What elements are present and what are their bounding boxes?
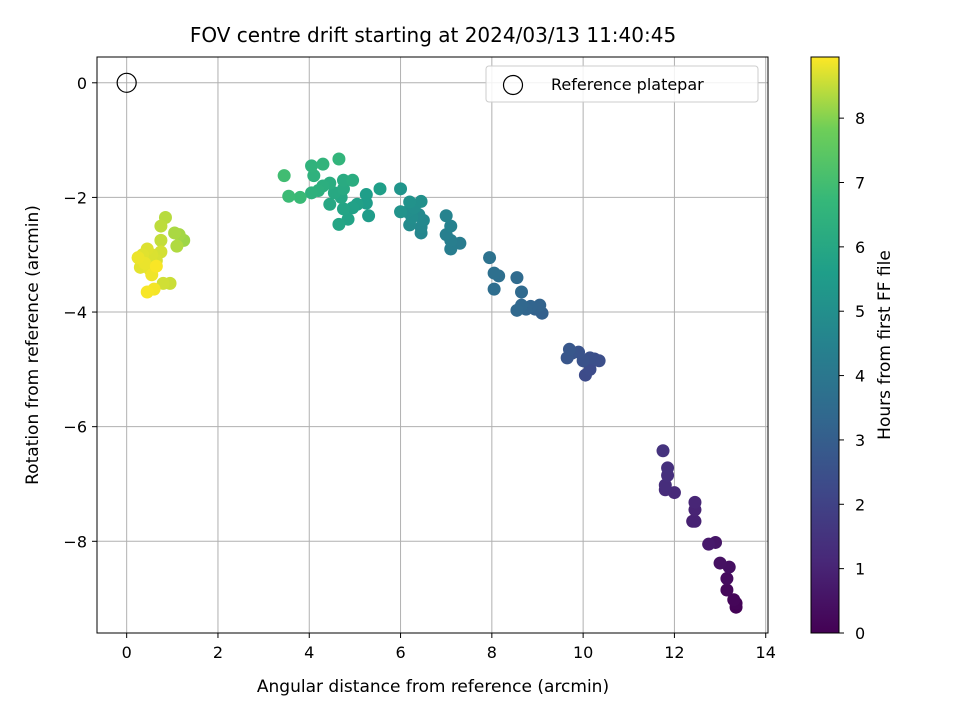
data-point [439,209,453,223]
data-point [720,572,734,586]
data-point [702,537,716,551]
y-axis-ticks: 0 −2 −4 −6 −8 [63,74,97,551]
data-point [510,271,524,285]
data-point [688,514,702,528]
data-point [713,556,727,570]
data-point [170,239,184,253]
data-point [316,157,330,171]
data-point [154,233,168,247]
legend: Reference platepar [485,65,759,103]
data-point [720,583,734,597]
x-tick-label: 10 [573,643,593,662]
x-tick-label: 6 [395,643,405,662]
colorbar-tick-label: 7 [855,173,865,192]
data-point [307,169,321,183]
data-point [414,194,428,208]
data-point [168,226,182,240]
data-point [394,205,408,219]
data-points [131,152,743,614]
reference-marker [116,72,137,93]
colorbar-tick-label: 0 [855,624,865,643]
data-point [487,266,501,280]
y-tick-label: −8 [63,532,87,551]
x-tick-label: 4 [304,643,314,662]
x-tick-label: 2 [213,643,223,662]
data-point [688,495,702,509]
legend-entry-label: Reference platepar [551,75,704,94]
data-point [562,342,576,356]
data-point [359,188,373,202]
data-point [658,478,672,492]
data-point [323,197,337,211]
colorbar-tick-label: 1 [855,560,865,579]
chart-title: FOV centre drift starting at 2024/03/13 … [190,23,676,47]
colorbar-tick-label: 2 [855,495,865,514]
colorbar-tick-label: 6 [855,238,865,257]
data-point [656,444,670,458]
y-tick-label: −2 [63,188,87,207]
x-axis-label: Angular distance from reference (arcmin) [257,677,609,697]
colorbar-label: Hours from first FF file [875,250,895,440]
data-point [727,593,741,607]
colorbar-tick-label: 5 [855,302,865,321]
data-point [510,303,524,317]
legend-marker-icon [502,74,524,96]
colorbar-tick-label: 8 [855,109,865,128]
x-tick-label: 12 [664,643,684,662]
data-point [154,219,168,233]
data-point [483,251,497,265]
data-point [373,182,387,196]
colorbar-tick-label: 3 [855,431,865,450]
data-point [487,282,501,296]
data-point [305,159,319,173]
colorbar: 0 1 2 3 4 5 6 7 8 Hours from first FF file [810,56,895,643]
y-axis-label: Rotation from reference (arcmin) [23,205,43,485]
data-point [140,285,154,299]
gridlines [97,57,768,633]
data-point [332,217,346,231]
data-point [149,259,163,273]
data-point [394,182,408,196]
data-point [346,173,360,187]
data-point [515,285,529,299]
data-point [332,152,346,166]
plot-frame [96,56,769,634]
x-tick-label: 8 [487,643,497,662]
y-tick-label: −6 [63,418,87,437]
x-axis-ticks: 0 2 4 6 8 10 12 14 [122,633,776,662]
colorbar-ticks: 0 1 2 3 4 5 6 7 8 [839,109,865,643]
colorbar-gradient [810,56,840,634]
x-tick-label: 0 [122,643,132,662]
data-point [131,251,145,265]
y-tick-label: 0 [77,74,87,93]
y-tick-label: −4 [63,303,87,322]
data-point [403,195,417,209]
legend-box [485,65,759,103]
data-point [282,189,296,203]
data-point [336,173,350,187]
data-point [661,461,675,475]
data-point [293,190,307,204]
reference-marker-group [116,72,137,93]
data-point [336,202,350,216]
data-point [362,209,376,223]
colorbar-tick-label: 4 [855,367,865,386]
data-point [444,219,458,233]
data-point [305,186,319,200]
x-tick-label: 14 [756,643,776,662]
data-point [277,169,291,183]
